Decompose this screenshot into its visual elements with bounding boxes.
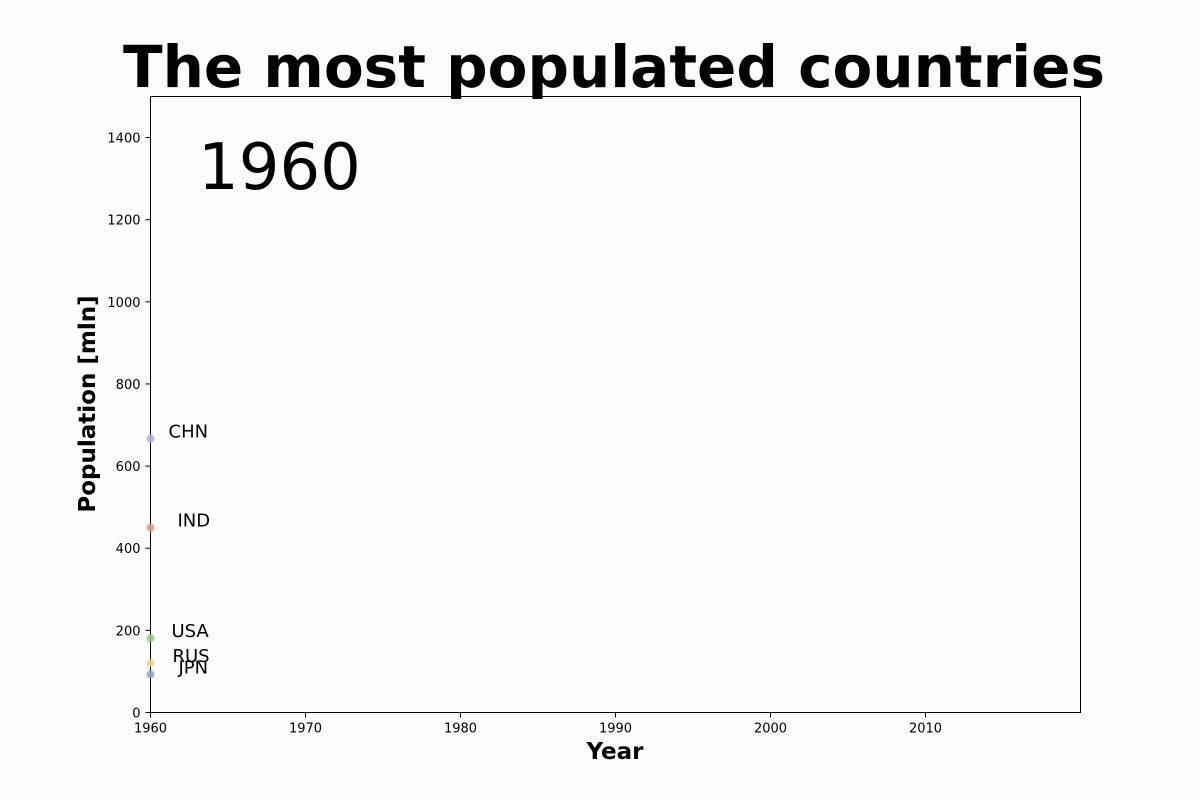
data-point-usa xyxy=(146,634,155,643)
y-tick-label: 0 xyxy=(132,707,140,722)
x-tick-label: 2000 xyxy=(754,722,787,737)
y-tick-label: 800 xyxy=(116,378,141,393)
data-point-jpn xyxy=(146,670,155,679)
y-tick-label: 400 xyxy=(116,542,141,557)
y-tick-label: 1400 xyxy=(107,132,140,147)
x-tick-label: 1960 xyxy=(134,722,167,737)
x-tick-label: 2010 xyxy=(909,722,942,737)
y-tick-label: 600 xyxy=(116,460,141,475)
country-label-jpn: JPN xyxy=(178,657,209,678)
x-tick-label: 1980 xyxy=(444,722,477,737)
country-label-usa: USA xyxy=(172,621,210,642)
y-tick-label: 1200 xyxy=(107,214,140,229)
x-axis-label: Year xyxy=(585,739,644,765)
y-axis-ticks: 0 200 400 600 800 1000 1200 1400 xyxy=(107,132,151,722)
country-label-chn: CHN xyxy=(169,422,209,443)
chart-title: The most populated countries xyxy=(123,33,1105,101)
data-point-chn xyxy=(146,434,155,443)
country-label-rus: RUS xyxy=(173,646,210,667)
current-year-label: 1960 xyxy=(198,131,361,205)
data-points xyxy=(146,434,155,679)
y-tick-label: 1000 xyxy=(107,296,140,311)
y-axis-label: Population [mln] xyxy=(75,295,101,512)
x-tick-label: 1990 xyxy=(599,722,632,737)
x-tick-label: 1970 xyxy=(289,722,322,737)
y-tick-label: 200 xyxy=(116,624,141,639)
country-label-ind: IND xyxy=(178,511,211,532)
data-point-ind xyxy=(146,523,155,532)
data-point-rus xyxy=(146,659,155,668)
x-axis-ticks: 1960 1970 1980 1990 2000 2010 xyxy=(134,712,942,737)
